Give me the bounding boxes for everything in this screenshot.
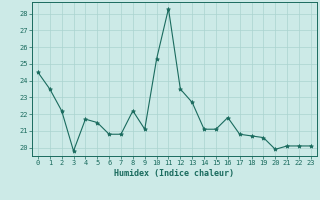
X-axis label: Humidex (Indice chaleur): Humidex (Indice chaleur)	[115, 169, 234, 178]
